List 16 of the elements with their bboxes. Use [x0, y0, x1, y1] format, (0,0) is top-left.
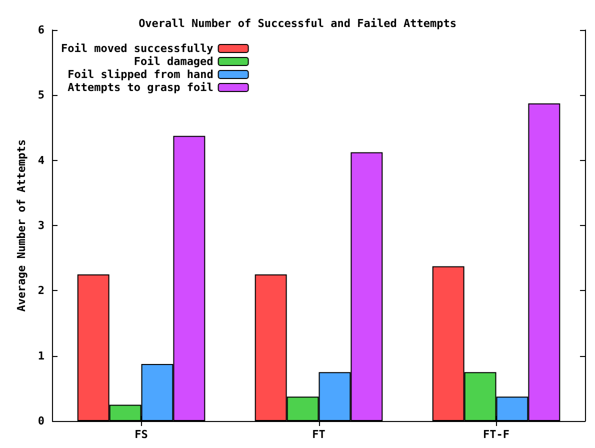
y-tick-label: 2 — [38, 284, 45, 298]
x-tick-label: FS — [134, 428, 148, 441]
y-axis-title: Average Number of Attempts — [15, 139, 28, 312]
y-tick-label: 5 — [38, 88, 45, 102]
y-tick-label: 3 — [38, 219, 45, 232]
chart-title: Overall Number of Successful and Failed Attempts — [138, 17, 456, 30]
y-tick-label: 4 — [38, 154, 45, 167]
y-tick-label: 0 — [38, 414, 45, 428]
x-tick-label: FT-F — [483, 428, 510, 441]
legend-label: Foil moved successfully — [60, 42, 214, 55]
x-tick-label: FT — [312, 428, 326, 441]
legend-label: Foil damaged — [134, 55, 214, 68]
y-tick-label: 1 — [38, 349, 45, 362]
y-tick-label: 6 — [38, 24, 45, 36]
legend-label: Attempts to grasp foil — [68, 81, 214, 94]
legend-label: Foil slipped from hand — [68, 68, 214, 81]
